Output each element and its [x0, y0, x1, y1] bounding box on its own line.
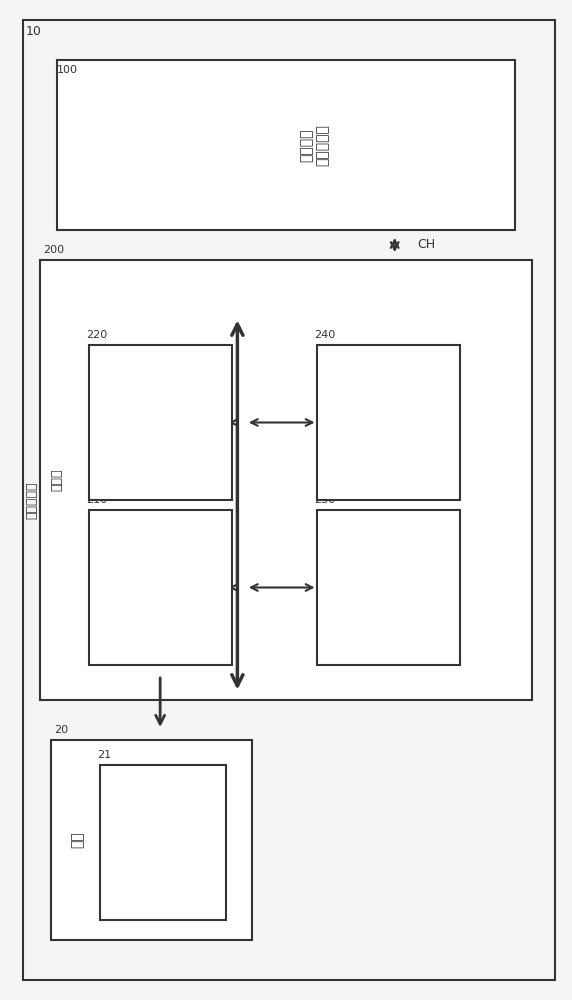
- FancyBboxPatch shape: [57, 60, 515, 230]
- Text: 240: 240: [315, 330, 336, 340]
- Text: 220: 220: [86, 330, 107, 340]
- Text: 主机存储器: 主机存储器: [156, 822, 170, 863]
- Text: 100: 100: [57, 65, 78, 75]
- Text: 主机: 主机: [70, 832, 84, 848]
- FancyBboxPatch shape: [89, 510, 232, 665]
- Text: 230: 230: [315, 495, 336, 505]
- Text: 控制器: 控制器: [51, 469, 63, 491]
- Text: 200: 200: [43, 245, 64, 255]
- Text: 10: 10: [26, 25, 42, 38]
- FancyBboxPatch shape: [317, 345, 460, 500]
- FancyBboxPatch shape: [317, 510, 460, 665]
- Text: 存储器系统: 存储器系统: [25, 481, 38, 519]
- FancyBboxPatch shape: [51, 740, 252, 940]
- Text: 21: 21: [97, 750, 112, 760]
- Text: 20: 20: [54, 725, 69, 735]
- Text: 处理器: 处理器: [153, 410, 167, 435]
- Text: 存储器: 存储器: [382, 575, 396, 600]
- Text: 210: 210: [86, 495, 107, 505]
- Text: 存储器接口: 存储器接口: [382, 402, 396, 443]
- FancyBboxPatch shape: [89, 345, 232, 500]
- Text: 主机接口: 主机接口: [153, 571, 167, 604]
- FancyBboxPatch shape: [23, 20, 555, 980]
- FancyBboxPatch shape: [40, 260, 532, 700]
- Text: 非易失性
存储器装置: 非易失性 存储器装置: [300, 124, 329, 166]
- Text: CH: CH: [418, 238, 436, 251]
- FancyBboxPatch shape: [100, 765, 226, 920]
